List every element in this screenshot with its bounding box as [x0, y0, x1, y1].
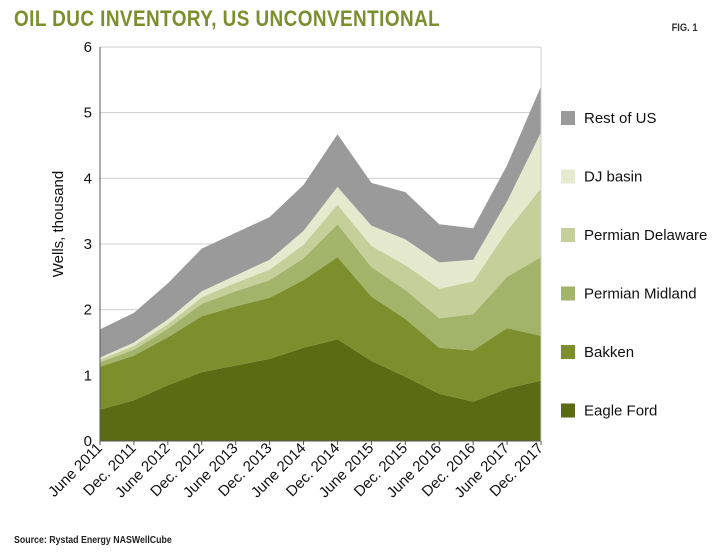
figure-label: FIG. 1: [672, 22, 698, 34]
y-tick-label: 2: [84, 302, 92, 319]
chart-title: OIL DUC INVENTORY, US UNCONVENTIONAL: [14, 6, 441, 31]
legend-swatch-dj-basin: [561, 169, 575, 184]
legend-label-dj-basin: DJ basin: [584, 169, 642, 186]
y-tick-label: 6: [84, 39, 92, 56]
legend-label-eagle-ford: Eagle Ford: [584, 403, 657, 420]
source-note: Source: Rystad Energy NASWellCube: [14, 535, 172, 546]
y-axis-label: Wells, thousand: [50, 171, 67, 277]
legend-label-bakken: Bakken: [584, 344, 634, 361]
legend-swatch-eagle-ford: [561, 403, 575, 418]
area-eagle-ford: [100, 339, 541, 441]
y-tick-label: 3: [84, 236, 92, 253]
area-series: [100, 86, 541, 441]
area-permian-midland: [100, 224, 541, 367]
y-tick-label: 4: [84, 170, 92, 187]
area-bakken: [100, 257, 541, 410]
y-tick-label: 1: [84, 367, 92, 384]
legend-swatch-permian-midland: [561, 286, 575, 301]
legend: Rest of US DJ basin Permian Delaware Permia…: [561, 110, 707, 420]
legend-swatch-rest-of-us: [561, 111, 575, 125]
area-rest-of-us: [100, 86, 541, 358]
legend-swatch-permian-delaware: [561, 228, 575, 242]
y-tick-label: 5: [84, 105, 92, 122]
y-tick-label: 0: [84, 433, 92, 450]
legend-label-permian-delaware: Permian Delaware: [584, 227, 707, 244]
legend-label-rest-of-us: Rest of US: [584, 110, 657, 127]
legend-swatch-bakken: [561, 345, 575, 359]
legend-label-permian-midland: Permian Midland: [584, 286, 697, 303]
area-dj-basin: [100, 132, 541, 360]
